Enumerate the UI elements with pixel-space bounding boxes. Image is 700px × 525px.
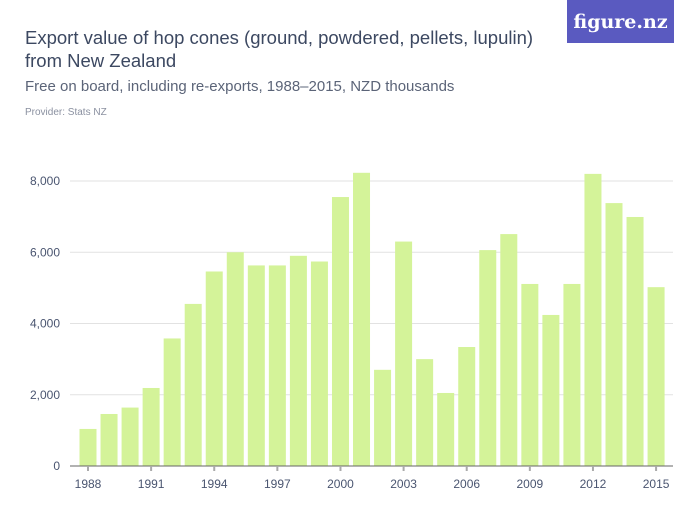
bar-2011 xyxy=(563,283,581,466)
y-tick-label: 6,000 xyxy=(30,245,60,259)
y-tick-label: 2,000 xyxy=(30,388,60,402)
bar-2006 xyxy=(458,347,476,466)
x-tick-label: 1994 xyxy=(201,477,228,491)
bar-2003 xyxy=(395,241,413,466)
bar-1994 xyxy=(205,271,223,466)
bar-1988 xyxy=(79,428,97,466)
bar-1995 xyxy=(226,252,244,466)
bar-1993 xyxy=(184,303,202,466)
bar-1989 xyxy=(100,413,118,466)
x-tick-label: 2012 xyxy=(580,477,607,491)
bar-1992 xyxy=(163,338,181,466)
x-tick-label: 1997 xyxy=(264,477,291,491)
bar-1991 xyxy=(142,387,160,466)
x-tick-label: 2000 xyxy=(327,477,354,491)
bar-2010 xyxy=(542,314,560,466)
x-tick-label: 2003 xyxy=(390,477,417,491)
bar-2014 xyxy=(626,216,644,466)
bar-2012 xyxy=(584,173,602,466)
y-tick-label: 0 xyxy=(53,459,60,473)
bar-1990 xyxy=(121,407,139,466)
bar-2009 xyxy=(521,283,539,466)
bar-2004 xyxy=(416,359,434,466)
bar-1996 xyxy=(247,265,265,466)
figure-nz-logo[interactable]: figure.nz xyxy=(567,0,674,43)
bar-2015 xyxy=(647,287,665,466)
bar-2007 xyxy=(479,250,497,466)
x-tick-label: 1988 xyxy=(75,477,102,491)
bar-2013 xyxy=(605,203,623,466)
x-tick-label: 2009 xyxy=(516,477,543,491)
chart-subtitle: Free on board, including re-exports, 198… xyxy=(25,78,455,95)
bar-2000 xyxy=(331,197,349,466)
bar-1998 xyxy=(289,255,307,466)
bar-2002 xyxy=(374,369,392,466)
provider-label: Provider: Stats NZ xyxy=(25,107,107,118)
bar-2008 xyxy=(500,234,518,466)
chart-title: Export value of hop cones (ground, powde… xyxy=(25,27,534,71)
x-tick-label: 2006 xyxy=(453,477,480,491)
y-tick-label: 4,000 xyxy=(30,317,60,331)
x-tick-label: 1991 xyxy=(138,477,165,491)
x-tick-label: 2015 xyxy=(643,477,670,491)
bar-2005 xyxy=(437,392,455,466)
y-tick-label: 8,000 xyxy=(30,174,60,188)
bar-1999 xyxy=(310,261,328,466)
bar-1997 xyxy=(268,265,286,466)
bar-2001 xyxy=(353,172,371,466)
